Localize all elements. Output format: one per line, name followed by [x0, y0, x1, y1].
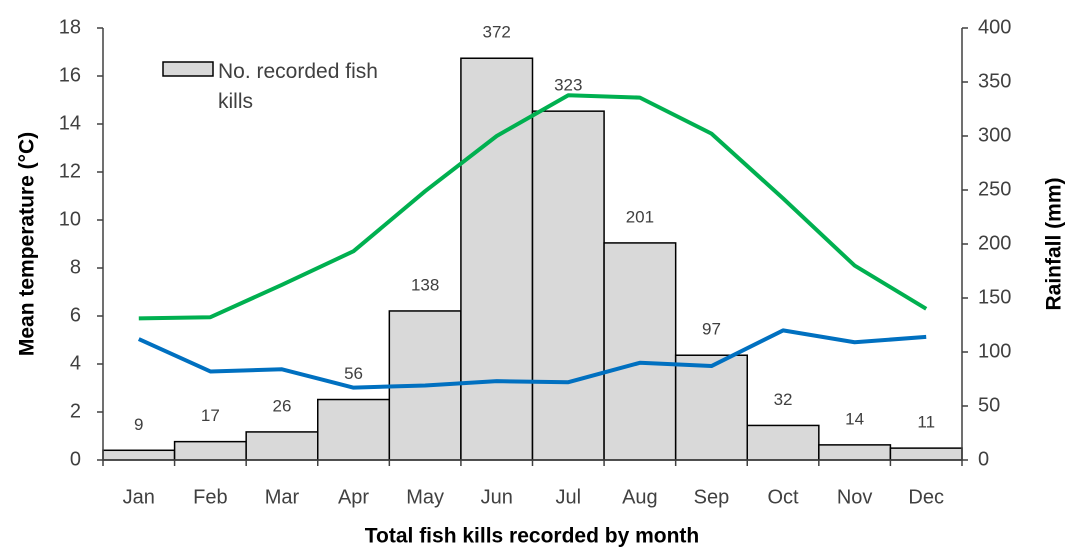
y-tick-label: 4	[70, 352, 81, 374]
y2-tick-label: 200	[978, 232, 1011, 254]
x-tick-label: Jan	[123, 486, 155, 508]
x-tick-label: Feb	[193, 486, 227, 508]
bar	[460, 57, 534, 461]
data-label: 138	[411, 275, 439, 294]
data-label: 56	[344, 364, 363, 383]
y-tick-label: 12	[59, 160, 81, 182]
y2-tick-label: 0	[978, 448, 989, 470]
y-tick-label: 10	[59, 208, 81, 230]
bar	[317, 398, 391, 461]
data-label: 372	[483, 23, 511, 42]
legend-swatch	[162, 61, 214, 77]
data-label: 32	[774, 390, 793, 409]
y2-tick-label: 150	[978, 286, 1011, 308]
data-label: 9	[134, 415, 143, 434]
y-tick-label: 0	[70, 448, 81, 470]
data-label: 323	[554, 76, 582, 95]
y2-tick-label: 100	[978, 340, 1011, 362]
line	[137, 328, 927, 390]
x-tick-label: Jun	[481, 486, 513, 508]
data-label: 11	[917, 413, 935, 432]
legend-label: No. recorded fish kills	[218, 60, 378, 113]
line	[138, 93, 928, 321]
x-axis-title: Total fish kills recorded by month	[365, 525, 700, 548]
bar	[245, 431, 319, 461]
y-tick-label: 16	[59, 64, 81, 86]
bar	[674, 354, 749, 461]
y-axis-title: Mean temperature (°C)	[16, 132, 39, 356]
data-label: 14	[845, 409, 864, 428]
y-tick-label: 18	[59, 16, 81, 38]
bar	[889, 447, 963, 461]
bar	[102, 449, 176, 461]
x-tick-label: Dec	[908, 486, 944, 508]
y-tick-label: 2	[70, 400, 81, 422]
y2-tick-label: 350	[978, 70, 1011, 92]
bar	[173, 440, 247, 461]
y-tick-label: 8	[70, 256, 81, 278]
y2-axis-title: Rainfall (mm)	[1043, 177, 1066, 310]
bar	[818, 444, 892, 461]
y2-tick-label: 400	[978, 16, 1011, 38]
x-tick-label: Nov	[837, 486, 873, 508]
y2-tick-label: 300	[978, 124, 1011, 146]
y2-tick-label: 50	[978, 394, 1000, 416]
bar	[531, 110, 605, 461]
y-tick-label: 6	[70, 304, 81, 326]
data-label: 201	[626, 207, 654, 226]
y2-tick-label: 250	[978, 178, 1011, 200]
data-label: 26	[272, 396, 291, 415]
x-tick-label: Aug	[622, 486, 658, 508]
x-tick-label: Apr	[338, 486, 369, 508]
bar	[746, 424, 820, 461]
x-tick-label: Mar	[265, 486, 300, 508]
x-tick-label: Jul	[556, 486, 582, 508]
y-tick-label: 14	[59, 112, 81, 134]
bar	[603, 242, 677, 461]
x-tick-label: May	[406, 486, 444, 508]
data-label: 17	[201, 406, 220, 425]
data-label: 97	[702, 320, 721, 339]
x-tick-label: Oct	[767, 486, 799, 508]
x-tick-label: Sep	[694, 486, 730, 508]
